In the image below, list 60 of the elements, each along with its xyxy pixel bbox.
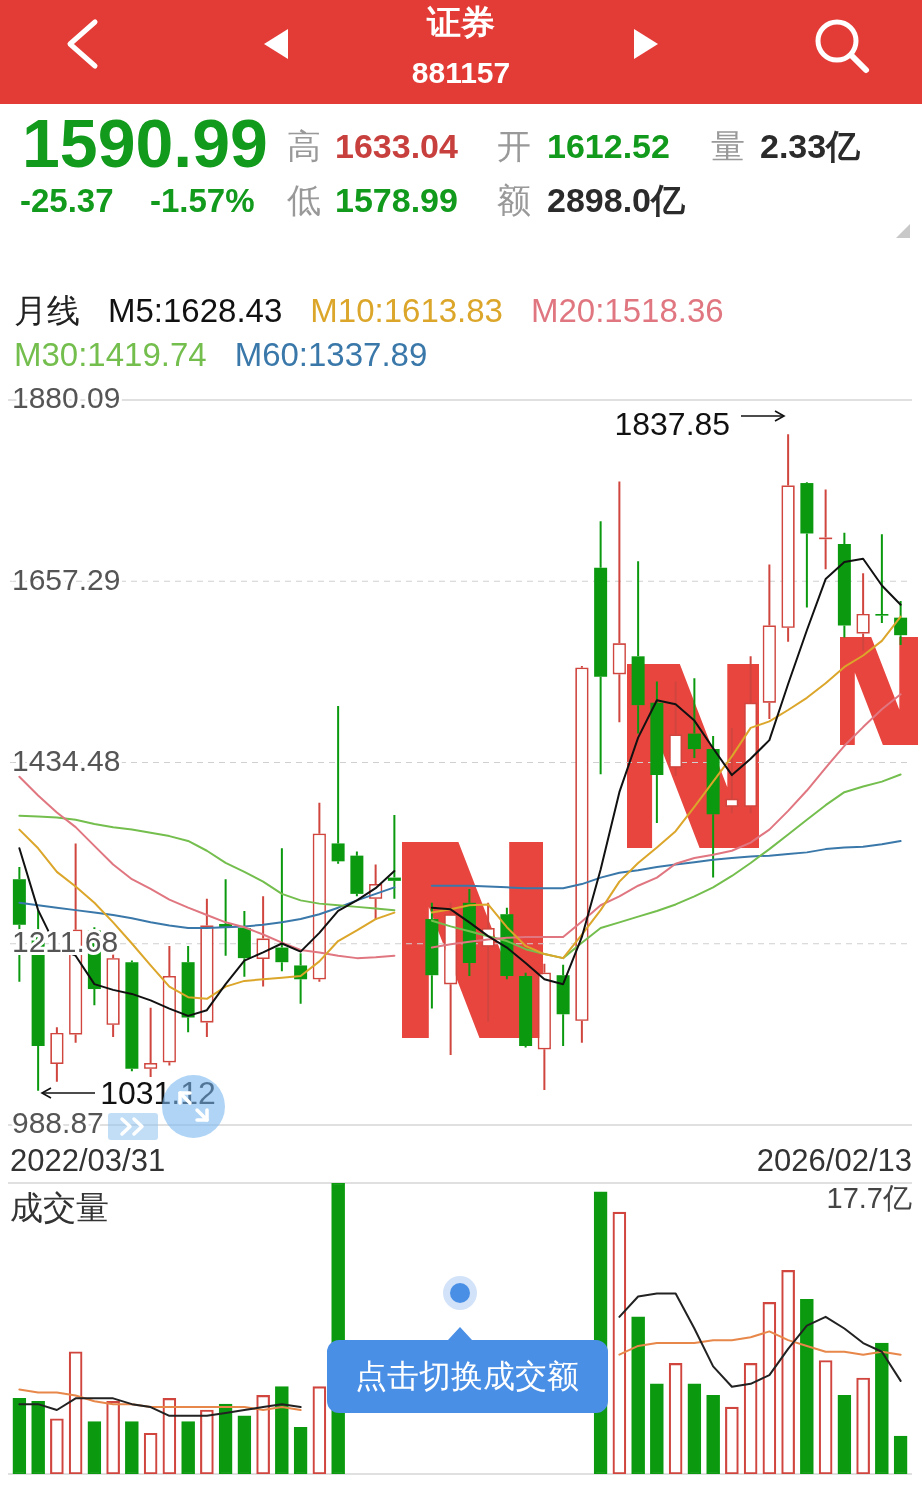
- text: -25.37: [20, 181, 114, 219]
- candlestick: [237, 909, 251, 978]
- text: M20:1518.36: [530, 291, 724, 329]
- text: 1578.99: [335, 181, 458, 219]
- candlestick: [837, 531, 851, 639]
- candlestick: [706, 735, 720, 879]
- text: 1590.99: [22, 105, 268, 181]
- candlestick: [50, 1026, 64, 1083]
- candlestick: [350, 850, 364, 898]
- text: 2.33亿: [760, 127, 861, 165]
- text: M60:1337.89: [234, 335, 428, 373]
- candlestick: [744, 655, 758, 815]
- text: 额: [497, 181, 531, 219]
- candlestick: [762, 563, 776, 720]
- candlestick: [594, 520, 608, 776]
- annotation: 1837.85: [614, 406, 731, 443]
- candlestick: [331, 704, 345, 865]
- candlestick: [275, 847, 289, 973]
- text: 2022/03/31: [10, 1142, 166, 1178]
- text: 2898.0亿: [547, 181, 685, 219]
- candlestick: [162, 944, 176, 1067]
- y-tick-label: 1880.09: [12, 381, 121, 415]
- legend-title: 月线: [14, 291, 80, 329]
- text: 1612.52: [547, 127, 670, 165]
- text: 开: [497, 127, 531, 165]
- text: -1.57%: [150, 181, 255, 219]
- candlestick: [200, 897, 214, 1039]
- speech-bubble: 点击切换成交额: [327, 1326, 608, 1413]
- annotation: 点击切换成交额: [355, 1358, 579, 1394]
- candlestick: [631, 560, 645, 735]
- text: 1633.04: [335, 127, 458, 165]
- y-tick-label: 1657.29: [12, 562, 121, 596]
- candlestick: [725, 726, 739, 815]
- candlestick: [537, 962, 551, 1091]
- y-tick-label: 1434.48: [12, 743, 121, 777]
- text: M30:1419.74: [14, 335, 207, 373]
- chart-title: 成交量: [10, 1189, 109, 1226]
- candlestick: [669, 680, 683, 777]
- text: M5:1628.43: [108, 291, 283, 329]
- candlestick: [181, 944, 195, 1034]
- text: M10:1613.83: [310, 291, 503, 329]
- text: 高: [287, 127, 321, 165]
- annotation: 17.7亿: [826, 1182, 912, 1214]
- candlestick: [612, 480, 626, 724]
- candlestick: [650, 680, 664, 825]
- candlestick: [519, 971, 533, 1049]
- chart-title: 证券: [427, 3, 495, 41]
- candlestick: [687, 677, 701, 760]
- candlestick: [781, 433, 795, 643]
- text: 低: [287, 181, 321, 219]
- candlestick: [556, 963, 570, 1047]
- candlestick: [444, 901, 458, 1056]
- candlestick: [875, 533, 889, 624]
- candlestick: [425, 901, 439, 1010]
- chart-subtitle: 881157: [411, 56, 511, 89]
- candlestick: [575, 665, 589, 1044]
- candlestick: [387, 813, 401, 900]
- text: 量: [711, 127, 745, 165]
- candlestick: [312, 801, 326, 983]
- text: 2026/02/13: [756, 1142, 912, 1178]
